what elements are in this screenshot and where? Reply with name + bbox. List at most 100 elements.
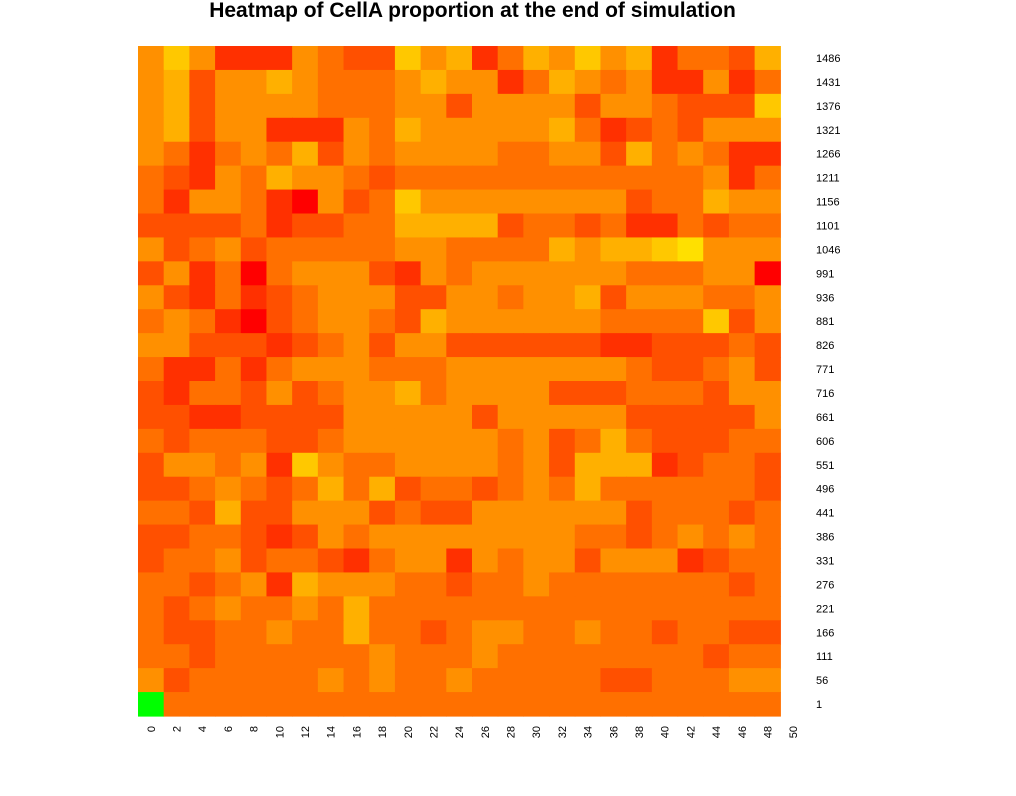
heatmap-cell: [523, 452, 550, 478]
heatmap-cell: [497, 644, 524, 669]
heatmap-cell: [343, 46, 370, 71]
heatmap-cell: [677, 261, 704, 286]
heatmap-cell: [626, 165, 653, 191]
heatmap-cell: [497, 500, 524, 526]
heatmap-cell: [317, 213, 345, 239]
heatmap-cell: [497, 333, 524, 358]
heatmap-cell: [215, 620, 242, 645]
heatmap-cell: [472, 500, 499, 526]
heatmap-cell: [523, 428, 550, 454]
heatmap-cell: [343, 93, 370, 119]
y-tick-label: 276: [816, 579, 834, 591]
heatmap-cell: [292, 452, 319, 478]
heatmap-cell: [343, 333, 370, 358]
heatmap-cell: [266, 620, 293, 645]
heatmap-cell: [472, 46, 499, 71]
heatmap-cell: [651, 261, 679, 286]
heatmap-cell: [472, 692, 499, 717]
heatmap-cell: [703, 524, 730, 550]
heatmap-cell: [703, 476, 730, 502]
heatmap-cell: [240, 524, 268, 550]
heatmap-cell: [138, 165, 165, 191]
heatmap-cell: [163, 620, 190, 645]
heatmap-cell: [677, 572, 704, 597]
y-tick-label: 661: [816, 412, 834, 424]
heatmap-cell: [574, 285, 602, 310]
heatmap-cell: [574, 500, 602, 526]
heatmap-cell: [600, 596, 627, 621]
heatmap-cell: [189, 500, 216, 526]
heatmap-cell: [651, 69, 679, 95]
heatmap-cell: [626, 452, 653, 478]
heatmap-cell: [266, 357, 293, 382]
x-tick-label: 18: [377, 726, 389, 738]
heatmap-cell: [523, 524, 550, 550]
heatmap-cell: [138, 381, 165, 406]
x-tick-label: 12: [300, 726, 312, 738]
heatmap-cell: [240, 548, 268, 574]
heatmap-cell: [523, 381, 550, 406]
heatmap-cell: [420, 237, 447, 262]
heatmap-cell: [446, 548, 473, 574]
heatmap-cell: [266, 141, 293, 167]
heatmap-cell: [728, 381, 756, 406]
heatmap-cell: [343, 381, 370, 406]
y-tick-label: 331: [816, 555, 834, 567]
heatmap-cell: [292, 620, 319, 645]
heatmap-cell: [703, 237, 730, 262]
heatmap-cell: [240, 476, 268, 502]
heatmap-cell: [369, 452, 396, 478]
heatmap-cell: [677, 620, 704, 645]
heatmap-cell: [394, 524, 422, 550]
heatmap-cell: [446, 428, 473, 454]
heatmap-cell: [215, 189, 242, 215]
heatmap-cell: [549, 189, 576, 215]
heatmap-cell: [266, 644, 293, 669]
heatmap-cell: [523, 692, 550, 717]
heatmap-cell: [651, 572, 679, 597]
heatmap-cell: [163, 476, 190, 502]
heatmap-cell: [240, 572, 268, 597]
heatmap-cell: [574, 692, 602, 717]
heatmap-cell: [549, 620, 576, 645]
heatmap-cell: [215, 141, 242, 167]
heatmap-cell: [343, 189, 370, 215]
heatmap-cell: [754, 381, 781, 406]
heatmap-cell: [523, 500, 550, 526]
heatmap-cell: [163, 69, 190, 95]
heatmap-cell: [600, 452, 627, 478]
heatmap-cell: [626, 237, 653, 262]
heatmap-cell: [549, 237, 576, 262]
heatmap-cell: [292, 237, 319, 262]
heatmap-cell: [754, 333, 781, 358]
heatmap-cell: [215, 572, 242, 597]
heatmap-cell: [138, 285, 165, 310]
heatmap-cell: [651, 285, 679, 310]
heatmap-cell: [394, 285, 422, 310]
heatmap-cell: [549, 46, 576, 71]
heatmap-cell: [420, 381, 447, 406]
heatmap-cell: [574, 69, 602, 95]
heatmap-cell: [317, 333, 345, 358]
heatmap-cell: [497, 213, 524, 239]
heatmap-cell: [754, 237, 781, 262]
heatmap-cell: [266, 333, 293, 358]
heatmap-cell: [472, 572, 499, 597]
heatmap-cell: [651, 213, 679, 239]
heatmap-cell: [651, 404, 679, 430]
heatmap-cell: [651, 692, 679, 717]
y-tick-label: 1101: [816, 220, 840, 232]
heatmap-cell: [138, 452, 165, 478]
heatmap-cell: [523, 404, 550, 430]
heatmap-cell: [343, 668, 370, 693]
y-tick-label: 1156: [816, 197, 840, 209]
heatmap-cell: [266, 476, 293, 502]
heatmap-cell: [446, 572, 473, 597]
heatmap-cell: [677, 165, 704, 191]
heatmap-cell: [651, 452, 679, 478]
heatmap-cell: [703, 692, 730, 717]
heatmap-cell: [317, 381, 345, 406]
heatmap-cell: [163, 381, 190, 406]
heatmap-cell: [215, 285, 242, 310]
heatmap-cell: [292, 189, 319, 215]
